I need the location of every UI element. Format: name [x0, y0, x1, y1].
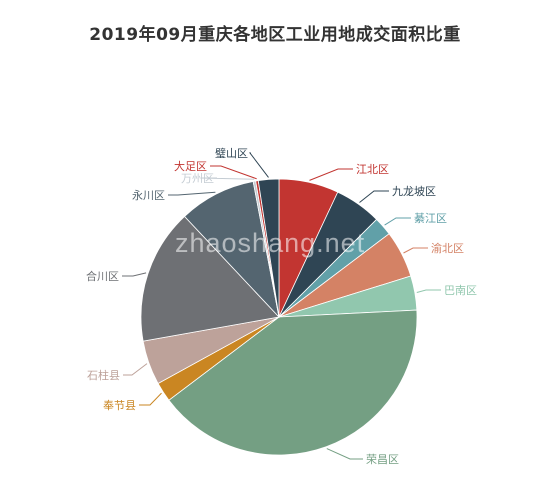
pie-slices [140, 178, 418, 456]
slice-label: 綦江区 [414, 212, 447, 225]
slice-label: 荣昌区 [366, 453, 399, 466]
label-leader-line [309, 168, 353, 181]
slice-label: 渝北区 [431, 241, 464, 255]
pie-slice[interactable] [257, 178, 280, 318]
slice-label: 大足区 [174, 159, 207, 173]
slice-label: 九龙坡区 [392, 185, 436, 198]
slice-label: 璧山区 [215, 146, 248, 160]
label-leader-line [326, 448, 363, 460]
slice-label: 永川区 [132, 188, 165, 202]
slice-label: 合川区 [86, 269, 119, 283]
label-leader-line [123, 363, 148, 376]
label-leader-line [248, 152, 269, 178]
label-leader-line [122, 272, 147, 277]
pie-slice[interactable] [140, 215, 280, 342]
slice-label: 奉节县 [103, 398, 136, 412]
slice-label: 巴南区 [444, 284, 477, 297]
label-leader-line [403, 247, 428, 254]
slice-label: 万州区 [181, 172, 214, 185]
label-leader-line [168, 191, 216, 196]
label-leader-line [384, 217, 411, 226]
slice-label: 石柱县 [87, 368, 120, 382]
label-leader-line [416, 289, 441, 293]
chart-title: 2019年09月重庆各地区工业用地成交面积比重 [89, 25, 461, 45]
label-leader-line [210, 165, 257, 180]
pie-slice[interactable] [168, 309, 418, 456]
label-leader-line [200, 177, 255, 180]
label-leader-line [359, 190, 389, 203]
slice-label: 江北区 [356, 163, 389, 176]
label-leader-line [139, 392, 162, 406]
